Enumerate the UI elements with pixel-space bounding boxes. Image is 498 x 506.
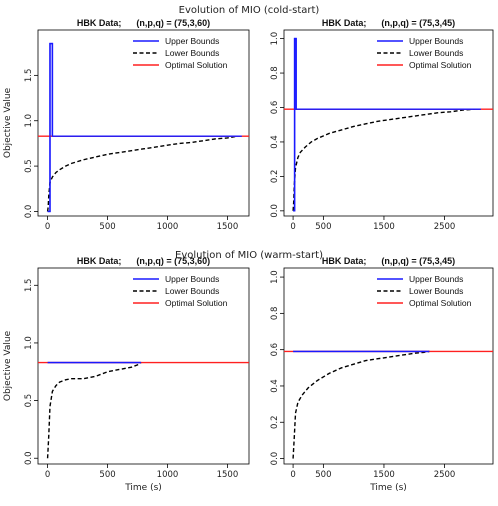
y-tick-label: 0.6 [270, 343, 280, 357]
chart-panel-3: 0 500 1500 2500 0.0 0.2 0.4 0.6 0.8 1.0 Time (s) HB… [270, 256, 494, 493]
chart-panel-2: 0 500 1000 1500 0.0 0.5 1.0 1.5 Objective Value T… [3, 256, 250, 493]
y-tick-label: 0.8 [270, 307, 280, 321]
y-tick-label: 0.6 [270, 101, 280, 115]
section-title-cold-start: Evolution of MIO (cold-start) [179, 5, 320, 16]
legend-entry: Optimal Solution [409, 60, 472, 70]
y-tick-label: 1.0 [270, 32, 280, 46]
y-tick-label: 0.4 [270, 135, 280, 149]
y-tick-label: 1.5 [24, 279, 34, 293]
panel-title: HBK Data; (n,p,q) = (75,3,45) [322, 256, 455, 266]
x-tick-label: 500 [315, 222, 331, 232]
legend-entry: Lower Bounds [165, 286, 219, 296]
panel-title: HBK Data; (n,p,q) = (75,3,45) [322, 18, 455, 28]
legend-entry: Upper Bounds [409, 274, 463, 284]
y-tick-label: 0.0 [24, 451, 34, 465]
legend-entry: Optimal Solution [165, 60, 228, 70]
x-tick-label: 1500 [217, 470, 239, 480]
series-group [38, 42, 249, 213]
x-tick-label: 500 [315, 470, 331, 480]
legend: Upper Bounds Lower Bounds Optimal Solution [377, 36, 472, 70]
x-tick-label: 1000 [157, 222, 179, 232]
x-tick-label: 1500 [373, 222, 395, 232]
y-tick-label: 1.0 [24, 114, 34, 128]
series-group [284, 37, 493, 212]
x-tick-label: 2500 [434, 222, 456, 232]
y-tick-label: 0.8 [270, 66, 280, 80]
x-axis-label: Time (s) [369, 483, 407, 493]
y-tick-label: 1.5 [24, 69, 34, 83]
x-tick-label: 500 [99, 222, 115, 232]
series-group [284, 350, 493, 459]
legend-entry: Upper Bounds [165, 274, 219, 284]
y-tick-label: 1.0 [24, 336, 34, 350]
plot-frame [283, 29, 494, 217]
y-tick-label: 1.0 [270, 270, 280, 284]
x-tick-label: 0 [45, 222, 50, 232]
y-tick-label: 0.2 [270, 415, 280, 429]
y-tick-label: 0.0 [24, 205, 34, 219]
legend: Upper Bounds Lower Bounds Optimal Solution [377, 274, 472, 308]
legend-entry: Lower Bounds [409, 48, 463, 58]
x-tick-label: 0 [290, 470, 295, 480]
series-line-lower-bounds [292, 108, 475, 211]
panel-title: HBK Data; (n,p,q) = (75,3,60) [77, 18, 210, 28]
y-tick-label: 0.5 [24, 159, 34, 173]
x-tick-label: 0 [290, 222, 295, 232]
y-axis-label: Objective Value [3, 87, 13, 158]
legend-entry: Upper Bounds [409, 36, 463, 46]
plot-frame [37, 29, 250, 217]
series-line-lower-bounds [46, 361, 142, 459]
series-line-upper-bounds-overlay [47, 42, 242, 213]
x-axis-label: Time (s) [124, 483, 162, 493]
series-line-lower-bounds [292, 350, 430, 459]
section-title-warm-start: Evolution of MIO (warm-start) [175, 250, 323, 261]
x-tick-label: 0 [45, 470, 50, 480]
legend-entry: Upper Bounds [165, 36, 219, 46]
legend-entry: Lower Bounds [409, 286, 463, 296]
y-axis-label: Objective Value [3, 330, 13, 401]
legend-entry: Optimal Solution [409, 298, 472, 308]
chart-panel-1: 0 500 1500 2500 0.0 0.2 0.4 0.6 0.8 1.0 HBK Data; … [270, 18, 494, 232]
series-line-lower-bounds [46, 135, 238, 212]
y-tick-label: 0.5 [24, 394, 34, 408]
x-tick-label: 1500 [373, 470, 395, 480]
y-tick-label: 0.4 [270, 379, 280, 393]
chart-panel-0: 0 500 1000 1500 0.0 0.5 1.0 1.5 Objective Value H… [3, 18, 250, 232]
series-group [38, 361, 249, 459]
y-tick-label: 0.0 [270, 452, 280, 466]
plot-frame [37, 267, 250, 465]
y-tick-label: 0.2 [270, 170, 280, 184]
legend-entry: Lower Bounds [165, 48, 219, 58]
series-line-upper-bounds-overlay [293, 37, 481, 212]
x-tick-label: 1500 [217, 222, 239, 232]
x-tick-label: 2500 [434, 470, 456, 480]
panel-title: HBK Data; (n,p,q) = (75,3,60) [77, 256, 210, 266]
legend: Upper Bounds Lower Bounds Optimal Solution [133, 36, 228, 70]
x-tick-label: 1000 [157, 470, 179, 480]
legend: Upper Bounds Lower Bounds Optimal Solution [133, 274, 228, 308]
x-tick-label: 500 [99, 470, 115, 480]
legend-entry: Optimal Solution [165, 298, 228, 308]
plot-frame [283, 267, 494, 465]
y-tick-label: 0.0 [270, 204, 280, 218]
